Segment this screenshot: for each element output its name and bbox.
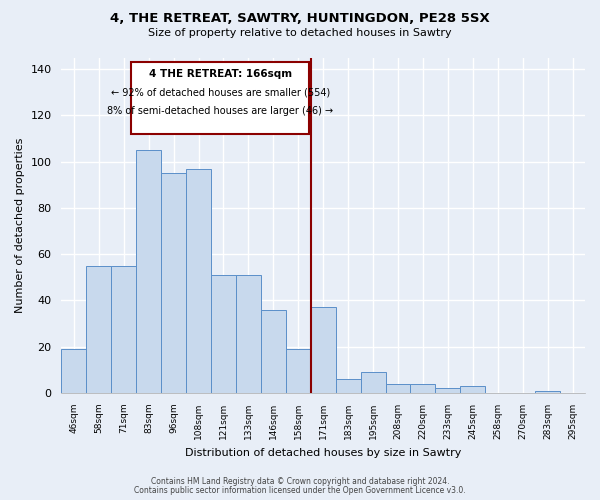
Bar [535, 391, 560, 393]
X-axis label: Distribution of detached houses by size in Sawtry: Distribution of detached houses by size … [185, 448, 461, 458]
Bar [386, 384, 410, 393]
Text: Contains public sector information licensed under the Open Government Licence v3: Contains public sector information licen… [134, 486, 466, 495]
Bar [335, 379, 361, 393]
Bar [410, 384, 436, 393]
Bar [61, 349, 86, 393]
Text: Size of property relative to detached houses in Sawtry: Size of property relative to detached ho… [148, 28, 452, 38]
Bar [161, 173, 186, 393]
Bar [460, 386, 485, 393]
FancyBboxPatch shape [131, 62, 310, 134]
Bar [186, 168, 211, 393]
Text: 4, THE RETREAT, SAWTRY, HUNTINGDON, PE28 5SX: 4, THE RETREAT, SAWTRY, HUNTINGDON, PE28… [110, 12, 490, 26]
Bar [236, 275, 261, 393]
Bar [311, 308, 335, 393]
Text: 8% of semi-detached houses are larger (46) →: 8% of semi-detached houses are larger (4… [107, 106, 334, 116]
Bar [361, 372, 386, 393]
Bar [286, 349, 311, 393]
Bar [436, 388, 460, 393]
Bar [136, 150, 161, 393]
Text: Contains HM Land Registry data © Crown copyright and database right 2024.: Contains HM Land Registry data © Crown c… [151, 477, 449, 486]
Bar [261, 310, 286, 393]
Bar [211, 275, 236, 393]
Bar [86, 266, 111, 393]
Text: 4 THE RETREAT: 166sqm: 4 THE RETREAT: 166sqm [149, 69, 292, 79]
Text: ← 92% of detached houses are smaller (554): ← 92% of detached houses are smaller (55… [111, 88, 330, 98]
Bar [111, 266, 136, 393]
Y-axis label: Number of detached properties: Number of detached properties [15, 138, 25, 313]
